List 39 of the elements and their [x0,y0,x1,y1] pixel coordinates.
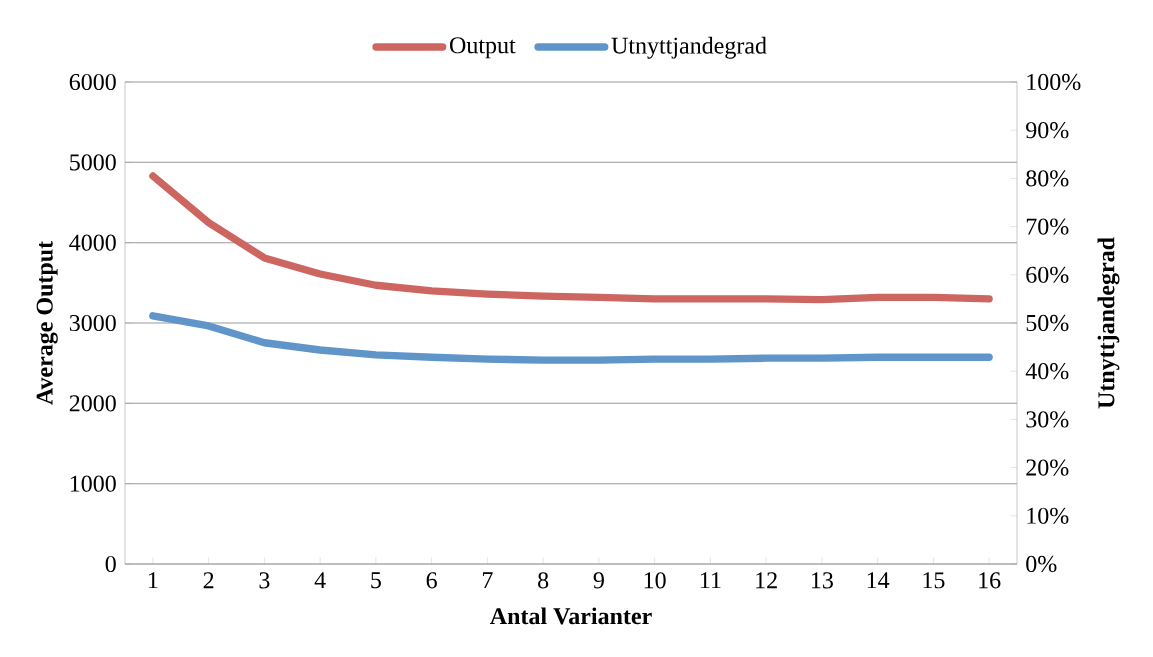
x-tick-label: 8 [538,572,549,589]
y-tick-label: 4000 [69,234,116,251]
x-tick-label: 7 [482,572,493,588]
x-tick-label: 16 [979,572,1001,589]
y2-tick-label: 0% [1026,555,1057,573]
legend-label: Output [450,37,516,59]
y2-tick-label: 90% [1026,122,1069,139]
x-tick-label: 2 [203,572,214,589]
y2-axis-title: Utnyttjandegrad [1097,237,1120,409]
x-tick-label: 1 [148,572,158,589]
y2-tick-label: 40% [1025,363,1069,380]
x-tick-label: 4 [314,572,326,589]
y-tick-label: 5000 [70,154,116,171]
y-axis-title: Average Output [36,241,58,405]
x-tick-label: 11 [700,572,721,589]
legend-label: Utnyttjandegrad [611,36,767,59]
y2-tick-label: 80% [1026,170,1069,187]
y-tick-label: 2000 [69,395,116,412]
y2-tick-label: 60% [1026,266,1069,283]
y2-tick-label: 10% [1027,507,1069,524]
x-tick-label: 15 [923,572,945,589]
y-tick-label: 6000 [69,73,116,91]
x-tick-label: 13 [811,572,833,589]
x-tick-label: 9 [593,572,604,589]
x-axis-title: Antal Varianter [490,607,652,625]
x-tick-label: 3 [259,572,270,589]
y2-tick-label: 20% [1026,459,1069,476]
x-tick-label: 5 [371,572,381,589]
y2-tick-label: 30% [1026,411,1069,428]
y2-tick-label: 100% [1027,73,1081,91]
y2-tick-label: 70% [1026,218,1069,235]
y-tick-label: 1000 [70,475,116,492]
x-tick-label: 6 [426,572,437,589]
x-tick-label: 12 [756,572,777,589]
y-tick-label: 0 [105,555,116,573]
y-tick-label: 3000 [69,314,116,332]
x-tick-label: 14 [867,572,890,589]
y2-tick-label: 50% [1026,314,1069,332]
x-tick-label: 10 [644,572,666,589]
